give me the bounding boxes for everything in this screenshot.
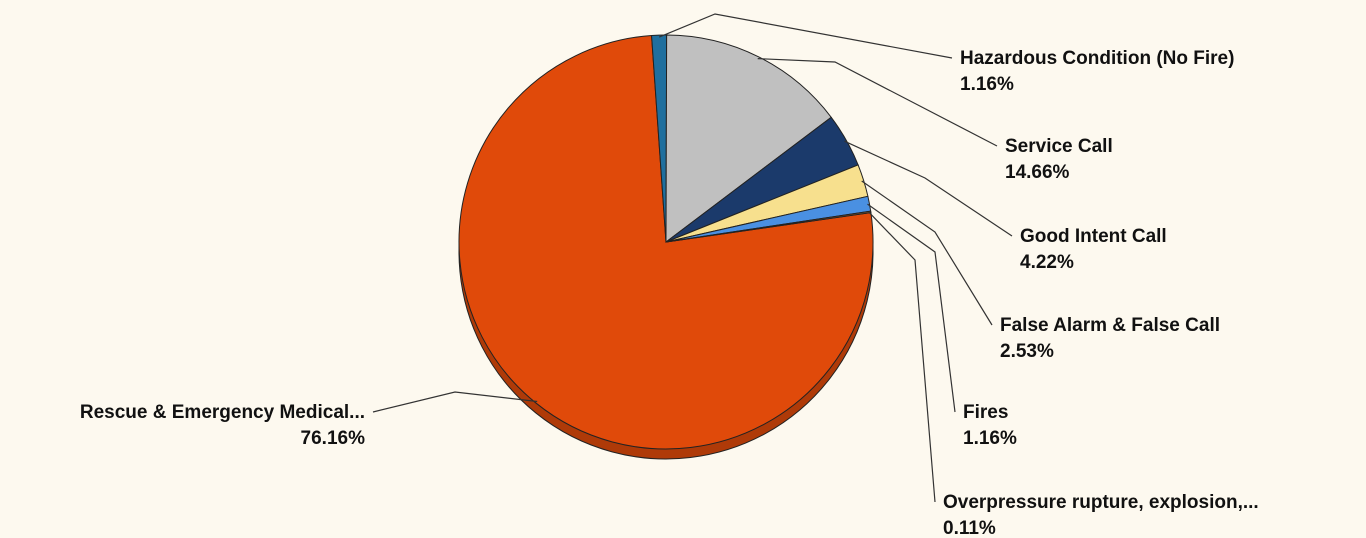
pie-slices <box>458 34 874 450</box>
pie-slice-overpressure-rupture-explosion <box>665 210 872 243</box>
data-labels: Rescue & Emergency Medical... 76.16% Hazar… <box>80 48 1259 538</box>
slice-label-fires: Fires <box>963 402 1008 423</box>
slice-value-overpressure-rupture-explosion: 0.11% <box>943 518 996 538</box>
slice-label-rescue-emergency-medical: Rescue & Emergency Medical... <box>80 402 365 423</box>
slice-value-hazardous-condition-no-fire: 1.16% <box>960 74 1014 95</box>
slice-label-good-intent-call: Good Intent Call <box>1020 226 1167 247</box>
slice-label-service-call: Service Call <box>1005 136 1113 157</box>
leader-line-good-intent-call <box>844 140 1013 237</box>
slice-value-rescue-emergency-medical: 76.16% <box>301 428 366 449</box>
slice-value-false-alarm-false-call: 2.53% <box>1000 341 1054 362</box>
leader-line-rescue-emergency-medical <box>372 391 538 413</box>
leader-line-service-call <box>757 58 998 147</box>
slice-label-hazardous-condition-no-fire: Hazardous Condition (No Fire) <box>960 48 1234 69</box>
leader-line-fires <box>867 203 956 413</box>
slice-label-overpressure-rupture-explosion: Overpressure rupture, explosion,... <box>943 492 1259 513</box>
leader-line-hazardous-condition-no-fire <box>658 13 953 59</box>
leader-line-overpressure-rupture-explosion <box>868 211 936 503</box>
leader-line-false-alarm-false-call <box>861 180 993 326</box>
pie-slice-service-call <box>665 34 832 244</box>
slice-value-good-intent-call: 4.22% <box>1020 252 1074 273</box>
slice-value-fires: 1.16% <box>963 428 1017 449</box>
slice-value-service-call: 14.66% <box>1005 162 1070 183</box>
slice-label-false-alarm-false-call: False Alarm & False Call <box>1000 315 1220 336</box>
leader-lines <box>372 13 1013 503</box>
